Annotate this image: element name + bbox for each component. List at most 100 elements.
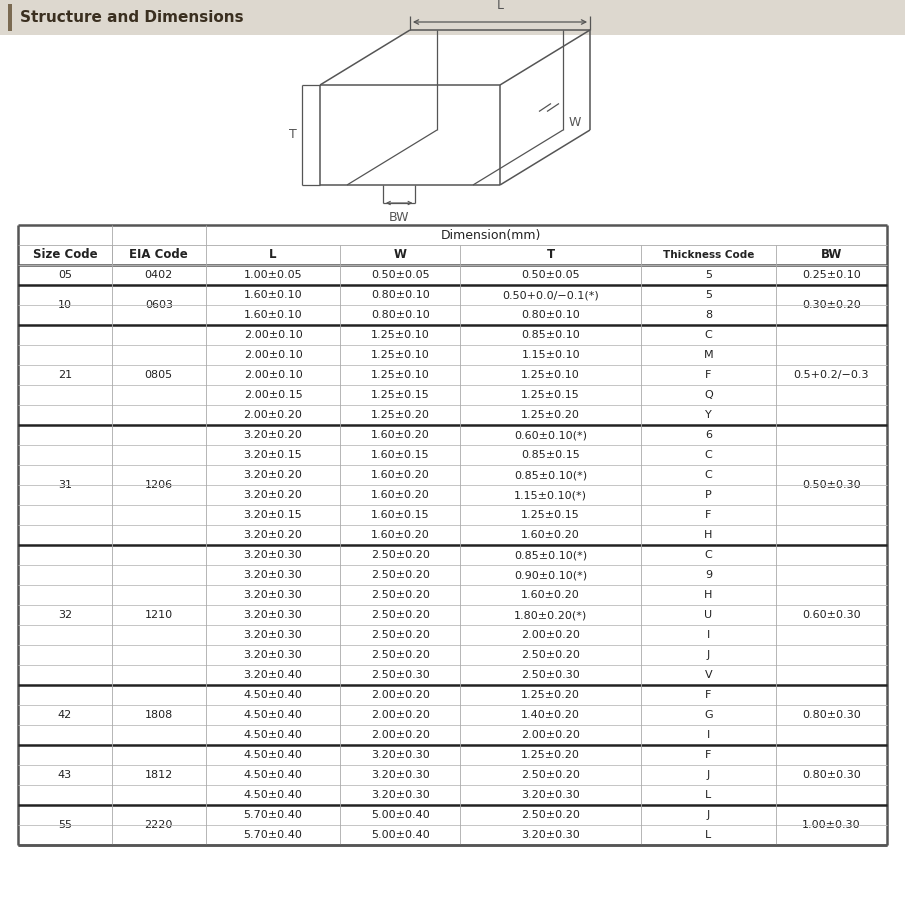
Text: 2.50±0.30: 2.50±0.30 [371,670,430,680]
Text: J: J [707,770,710,780]
Text: 1.60±0.20: 1.60±0.20 [371,430,430,440]
Text: 05: 05 [58,270,71,280]
Text: 21: 21 [58,370,72,380]
Text: 1.25±0.20: 1.25±0.20 [521,750,580,760]
Text: H: H [704,530,712,540]
Text: T: T [290,129,297,141]
Text: 3.20±0.40: 3.20±0.40 [243,670,302,680]
Text: 1.15±0.10: 1.15±0.10 [521,350,580,360]
Text: 2.50±0.20: 2.50±0.20 [371,590,430,600]
Text: V: V [705,670,712,680]
Text: 1812: 1812 [145,770,173,780]
Text: 1.25±0.10: 1.25±0.10 [521,370,580,380]
Text: 0.60±0.10(*): 0.60±0.10(*) [514,430,587,440]
Text: 31: 31 [58,480,71,490]
Text: Thickness Code: Thickness Code [662,250,754,260]
Text: U: U [704,610,712,620]
Text: 3.20±0.30: 3.20±0.30 [371,750,430,760]
Text: 2.00±0.10: 2.00±0.10 [243,370,302,380]
Text: 2.00±0.10: 2.00±0.10 [243,350,302,360]
Text: 1.25±0.15: 1.25±0.15 [521,510,580,520]
Text: Structure and Dimensions: Structure and Dimensions [20,10,243,25]
Text: 3.20±0.30: 3.20±0.30 [243,630,302,640]
Text: 0.30±0.20: 0.30±0.20 [802,300,861,310]
Text: C: C [705,450,712,460]
Text: 2.00±0.20: 2.00±0.20 [521,630,580,640]
Text: 8: 8 [705,310,712,320]
Text: 2.00±0.20: 2.00±0.20 [521,730,580,740]
Text: 2.00±0.20: 2.00±0.20 [371,690,430,700]
Text: 1206: 1206 [145,480,173,490]
Text: 0.80±0.30: 0.80±0.30 [802,710,861,720]
Text: 0.80±0.10: 0.80±0.10 [371,290,430,300]
Text: 1.25±0.10: 1.25±0.10 [371,350,430,360]
Text: M: M [703,350,713,360]
Text: 3.20±0.30: 3.20±0.30 [521,790,580,800]
Bar [8,4,12,31]
Text: 0.50±0.30: 0.50±0.30 [802,480,861,490]
Text: C: C [705,330,712,340]
Text: 3.20±0.30: 3.20±0.30 [371,790,430,800]
Text: 1.60±0.20: 1.60±0.20 [521,530,580,540]
Text: 1.60±0.20: 1.60±0.20 [521,590,580,600]
Text: 2220: 2220 [145,820,173,830]
Text: 1.80±0.20(*): 1.80±0.20(*) [514,610,587,620]
Text: L: L [270,249,277,262]
Text: 1.60±0.15: 1.60±0.15 [371,510,430,520]
Text: I: I [707,630,710,640]
Text: EIA Code: EIA Code [129,249,188,262]
Text: 2.50±0.20: 2.50±0.20 [371,650,430,660]
Text: 0.85±0.10(*): 0.85±0.10(*) [514,550,587,560]
Text: 6: 6 [705,430,712,440]
Text: 0.60±0.30: 0.60±0.30 [802,610,861,620]
Text: 0.80±0.10: 0.80±0.10 [371,310,430,320]
Text: 0.25±0.10: 0.25±0.10 [802,270,861,280]
Text: 0.5+0.2/−0.3: 0.5+0.2/−0.3 [794,370,869,380]
Text: H: H [704,590,712,600]
Text: 5.00±0.40: 5.00±0.40 [371,830,430,840]
Text: BW: BW [389,211,409,224]
Text: 3.20±0.30: 3.20±0.30 [243,590,302,600]
Text: 5: 5 [705,290,712,300]
Text: Y: Y [705,410,712,420]
Text: 2.50±0.20: 2.50±0.20 [371,630,430,640]
Text: 1.25±0.20: 1.25±0.20 [521,410,580,420]
Text: 5.70±0.40: 5.70±0.40 [243,810,302,820]
Text: 1.40±0.20: 1.40±0.20 [521,710,580,720]
Text: 1.60±0.20: 1.60±0.20 [371,490,430,500]
Text: 1.00±0.30: 1.00±0.30 [802,820,861,830]
Text: 3.20±0.30: 3.20±0.30 [243,570,302,580]
Text: 0.80±0.30: 0.80±0.30 [802,770,861,780]
Text: 1.60±0.10: 1.60±0.10 [243,310,302,320]
Text: 3.20±0.30: 3.20±0.30 [243,610,302,620]
Text: 0.50±0.05: 0.50±0.05 [371,270,430,280]
Text: 4.50±0.40: 4.50±0.40 [243,770,302,780]
Text: T: T [547,249,555,262]
Text: 32: 32 [58,610,72,620]
Text: 55: 55 [58,820,71,830]
Text: C: C [705,470,712,480]
Text: J: J [707,650,710,660]
Text: F: F [705,370,711,380]
Text: 42: 42 [58,710,72,720]
Text: 1.60±0.10: 1.60±0.10 [243,290,302,300]
Text: 1.60±0.20: 1.60±0.20 [371,530,430,540]
Text: 4.50±0.40: 4.50±0.40 [243,730,302,740]
Text: 1.25±0.10: 1.25±0.10 [371,370,430,380]
Text: 5: 5 [705,270,712,280]
Text: 3.20±0.30: 3.20±0.30 [521,830,580,840]
Text: L: L [497,0,503,12]
Text: 1.60±0.20: 1.60±0.20 [371,470,430,480]
Text: Q: Q [704,390,713,400]
Text: Dimension(mm): Dimension(mm) [441,228,541,242]
Text: 0.85±0.10: 0.85±0.10 [521,330,580,340]
Text: 1.25±0.15: 1.25±0.15 [371,390,430,400]
Text: 2.00±0.20: 2.00±0.20 [243,410,302,420]
Text: 0.85±0.15: 0.85±0.15 [521,450,580,460]
Text: 0.85±0.10(*): 0.85±0.10(*) [514,470,587,480]
Text: G: G [704,710,713,720]
Text: J: J [707,810,710,820]
Text: P: P [705,490,712,500]
Text: 9: 9 [705,570,712,580]
Text: 0.50+0.0/−0.1(*): 0.50+0.0/−0.1(*) [502,290,599,300]
